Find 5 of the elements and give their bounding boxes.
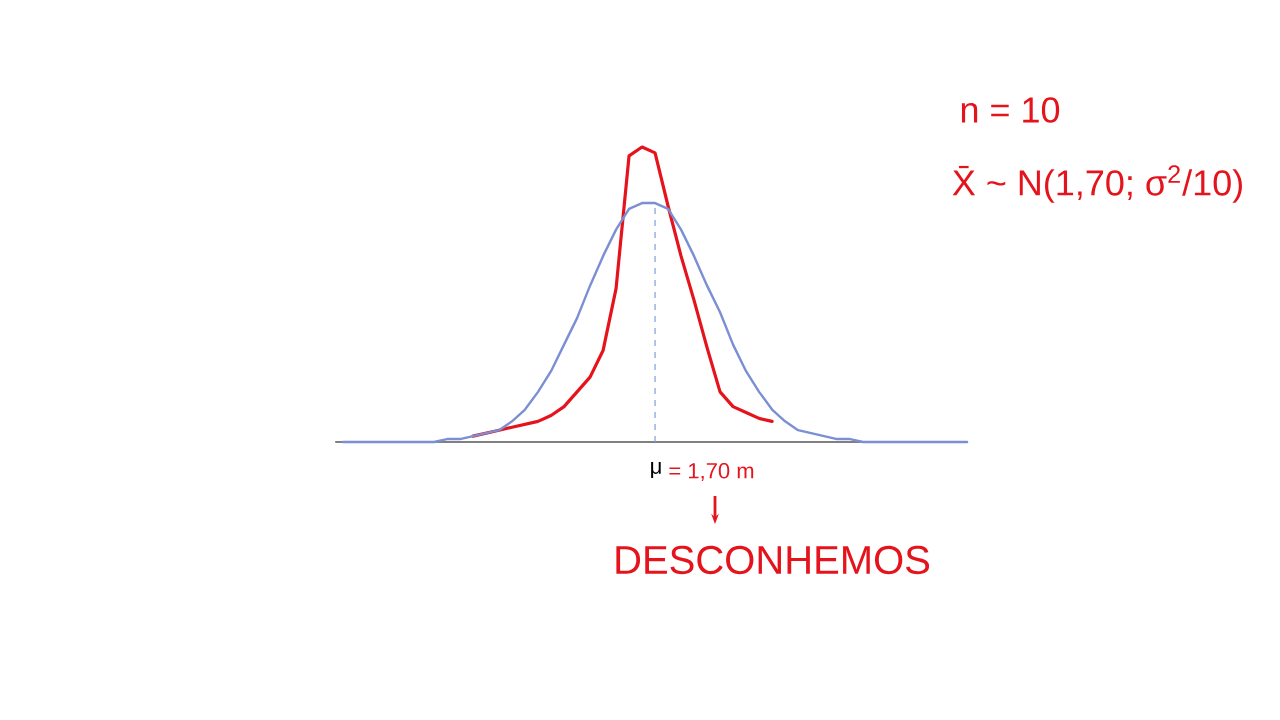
text: n = 10 [961,97,1060,123]
text: = 1,70 m [669,462,754,482]
annotation: X̄ ~ N(1,70; σ$^{2}$/10) [952,165,1242,203]
text: DESCONHEMOS [616,545,930,575]
text: μ [651,462,661,478]
